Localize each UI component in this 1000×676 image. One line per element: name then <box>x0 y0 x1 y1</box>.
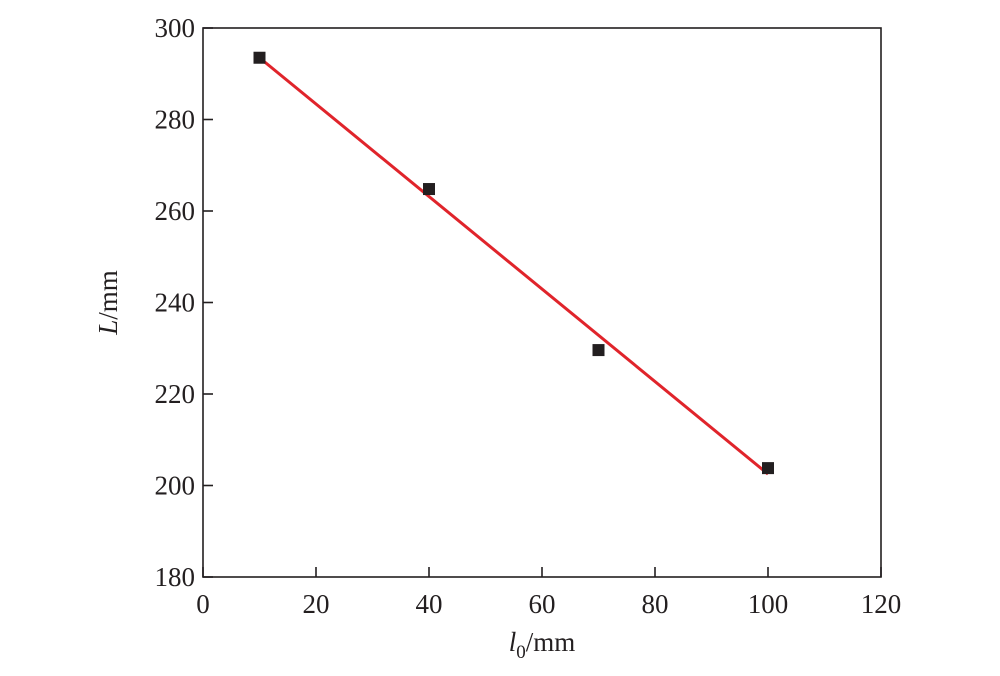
y-axis-unit: /mm <box>93 270 123 320</box>
y-axis-symbol: L <box>93 320 123 336</box>
x-axis-ticks: 0 20 40 60 80 100 120 <box>196 567 901 619</box>
x-axis-label: l0/mm <box>509 627 576 663</box>
y-tick-label: 280 <box>155 105 196 135</box>
fit-line-group <box>258 56 769 476</box>
y-axis-ticks: 180 200 220 240 260 280 300 <box>155 13 213 592</box>
y-tick-label: 200 <box>155 471 196 501</box>
x-tick-label: 120 <box>861 589 902 619</box>
plot-area-frame <box>202 27 882 578</box>
y-tick-label: 260 <box>155 196 196 226</box>
linear-fit-line <box>258 56 769 476</box>
y-axis-label: L/mm <box>93 270 123 336</box>
y-tick-label: 240 <box>155 288 196 318</box>
data-point-marker <box>423 183 435 196</box>
x-tick-label: 0 <box>196 589 210 619</box>
x-tick-label: 80 <box>642 589 669 619</box>
data-points <box>253 51 774 475</box>
y-tick-label: 300 <box>155 13 196 43</box>
x-tick-label: 60 <box>529 589 556 619</box>
y-tick-label: 180 <box>155 562 196 592</box>
data-point-marker <box>253 51 266 64</box>
data-point-marker <box>762 462 774 475</box>
x-tick-label: 40 <box>416 589 443 619</box>
x-axis-symbol: l <box>509 627 517 657</box>
data-point-marker <box>592 344 605 357</box>
x-axis-unit: /mm <box>526 627 576 657</box>
x-tick-label: 100 <box>748 589 789 619</box>
x-tick-label: 20 <box>303 589 330 619</box>
x-axis-subscript: 0 <box>516 642 526 663</box>
y-tick-label: 220 <box>155 379 196 409</box>
